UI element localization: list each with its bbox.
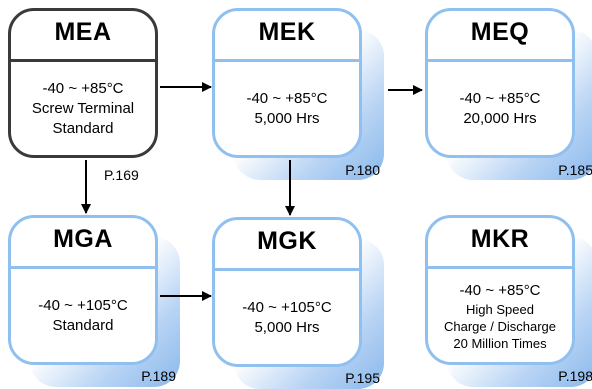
card-mea-page: P.169 <box>104 167 139 183</box>
card-mgk-divider <box>215 268 359 271</box>
card-mgk-page: P.195 <box>345 370 380 386</box>
card-mek-title: MEK <box>258 18 316 46</box>
card-meq-life: 20,000 Hrs <box>463 110 537 127</box>
card-mga-page: P.189 <box>141 368 176 384</box>
card-mgk-box: MGK -40 ~ +105°C 5,000 Hrs <box>212 217 362 367</box>
card-mgk-life: 5,000 Hrs <box>254 319 320 336</box>
card-meq-temp: -40 ~ +85°C <box>459 90 541 107</box>
card-mga-temp: -40 ~ +105°C <box>38 297 128 314</box>
card-mkr-divider <box>428 266 572 269</box>
card-mkr-feature-2: Charge / Discharge <box>444 318 556 334</box>
card-meq-box: MEQ -40 ~ +85°C 20,000 Hrs <box>425 8 575 158</box>
card-meq-title: MEQ <box>470 18 530 46</box>
card-mgk-title: MGK <box>257 227 317 255</box>
card-mkr-body: -40 ~ +85°C High Speed Charge / Discharg… <box>428 270 572 362</box>
card-mkr-feature: High Speed <box>466 301 534 317</box>
card-meq-body: -40 ~ +85°C 20,000 Hrs <box>428 63 572 155</box>
card-mek: MEK -40 ~ +85°C 5,000 Hrs P.180 <box>212 8 384 180</box>
card-mek-life: 5,000 Hrs <box>254 110 320 127</box>
card-mea-temp: -40 ~ +85°C <box>42 80 124 97</box>
card-mga: MGA -40 ~ +105°C Standard P.189 <box>8 215 180 387</box>
card-mga-title: MGA <box>53 225 113 253</box>
card-mek-body: -40 ~ +85°C 5,000 Hrs <box>215 63 359 155</box>
card-mek-page: P.180 <box>345 162 380 178</box>
card-meq: MEQ -40 ~ +85°C 20,000 Hrs P.185 <box>425 8 592 180</box>
card-mea-body: -40 ~ +85°C Screw Terminal Standard <box>11 63 155 155</box>
card-meq-page: P.185 <box>558 162 592 178</box>
card-mea-title: MEA <box>54 18 112 46</box>
card-mga-grade: Standard <box>52 317 114 334</box>
card-mea-divider <box>11 59 155 62</box>
card-mkr-box: MKR -40 ~ +85°C High Speed Charge / Disc… <box>425 215 575 365</box>
card-mgk-body: -40 ~ +105°C 5,000 Hrs <box>215 272 359 364</box>
card-mea-feature: Screw Terminal <box>31 100 135 117</box>
card-mga-divider <box>11 266 155 269</box>
card-mek-divider <box>215 59 359 62</box>
card-mkr: MKR -40 ~ +85°C High Speed Charge / Disc… <box>425 215 592 387</box>
card-mgk: MGK -40 ~ +105°C 5,000 Hrs P.195 <box>212 217 384 389</box>
card-mea: MEA -40 ~ +85°C Screw Terminal Standard <box>8 8 158 158</box>
card-meq-divider <box>428 59 572 62</box>
card-mkr-feature-3: 20 Million Times <box>453 335 547 351</box>
card-mek-temp: -40 ~ +85°C <box>246 90 328 107</box>
card-mea-box: MEA -40 ~ +85°C Screw Terminal Standard <box>8 8 158 158</box>
card-mga-box: MGA -40 ~ +105°C Standard <box>8 215 158 365</box>
card-mea-grade: Standard <box>52 120 114 137</box>
card-mga-body: -40 ~ +105°C Standard <box>11 270 155 362</box>
card-mek-box: MEK -40 ~ +85°C 5,000 Hrs <box>212 8 362 158</box>
card-mkr-title: MKR <box>470 225 530 253</box>
card-mkr-page: P.198 <box>558 368 592 384</box>
card-mgk-temp: -40 ~ +105°C <box>242 299 332 316</box>
card-mkr-temp: -40 ~ +85°C <box>459 281 541 299</box>
